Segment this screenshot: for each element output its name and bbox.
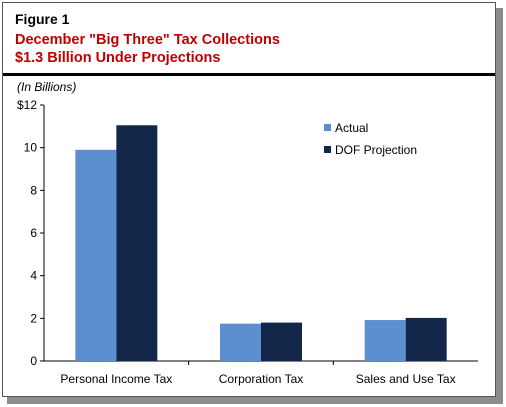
y-tick-label: $12: [17, 98, 37, 112]
bar: [75, 149, 117, 361]
bar: [220, 323, 261, 361]
chart-title-line-1: December "Big Three" Tax Collections: [15, 32, 280, 48]
figure-label: Figure 1: [15, 11, 70, 27]
chart-legend: Actual DOF Projection: [318, 116, 426, 162]
y-tick-label: 8: [30, 183, 37, 197]
y-tick-label: 0: [30, 354, 37, 368]
legend-swatch: [324, 146, 331, 153]
y-tick-label: 2: [30, 311, 37, 325]
chart-bars: [75, 125, 447, 362]
y-tick-label: 4: [30, 269, 37, 283]
bar: [405, 317, 447, 361]
y-tick-label: 10: [24, 141, 38, 155]
figure-frame: Figure 1 December "Big Three" Tax Collec…: [2, 2, 496, 397]
chart-title-line-2: $1.3 Billion Under Projections: [15, 50, 221, 66]
units-note: (In Billions): [17, 80, 77, 94]
title-rule: [3, 73, 495, 76]
x-tick-label: Sales and Use Tax: [356, 372, 456, 386]
bar: [261, 322, 302, 361]
legend-swatch: [324, 124, 331, 131]
bar: [364, 320, 406, 361]
legend-box: [318, 116, 426, 162]
bar: [116, 125, 158, 362]
y-tick-label: 6: [30, 226, 37, 240]
x-tick-label: Corporation Tax: [219, 372, 304, 386]
legend-label: Actual: [335, 121, 368, 135]
x-tick-label: Personal Income Tax: [60, 372, 172, 386]
legend-label: DOF Projection: [335, 143, 417, 157]
bar-chart: 0 2 4 6 8 10 $12 Personal Income Tax Corporation…: [17, 98, 478, 386]
